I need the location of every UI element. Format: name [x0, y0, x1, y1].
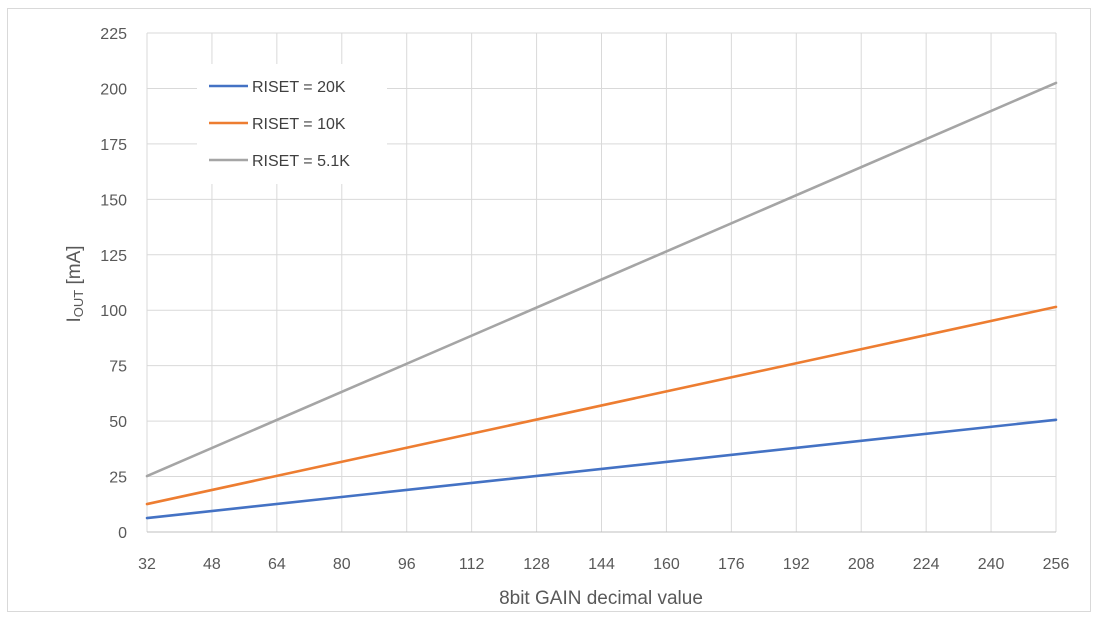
- x-tick-label: 128: [523, 556, 550, 573]
- legend-label-3: RISET = 5.1K: [252, 153, 350, 170]
- y-tick-label: 200: [100, 81, 127, 98]
- x-tick-label: 256: [1043, 556, 1070, 573]
- y-tick-label: 50: [109, 414, 127, 431]
- y-tick-label: 225: [100, 26, 127, 43]
- y-axis-title-subscript: OUT: [71, 290, 86, 318]
- x-tick-label: 240: [978, 556, 1005, 573]
- series-lines: [145, 81, 1058, 520]
- legend: RISET = 20K RISET = 10K RISET = 5.1K: [197, 64, 387, 184]
- y-tick-label: 75: [109, 359, 127, 376]
- y-tick-label: 175: [100, 137, 127, 154]
- x-tick-label: 224: [913, 556, 940, 573]
- x-tick-label: 96: [398, 556, 416, 573]
- axes: 0 25 50 75 100 125 150 175 200 225 32 48 64 80 96 112 12…: [100, 26, 1069, 573]
- x-tick-label: 48: [203, 556, 221, 573]
- legend-label-2: RISET = 10K: [252, 116, 346, 133]
- grid: [146, 32, 1057, 532]
- y-axis-title: IOUT [mA]: [64, 245, 86, 322]
- series-line-3: [145, 81, 1058, 478]
- x-tick-label: 80: [333, 556, 351, 573]
- x-tick-label: 144: [588, 556, 615, 573]
- x-tick-label: 160: [653, 556, 680, 573]
- x-tick-label: 208: [848, 556, 875, 573]
- series-line-2: [145, 305, 1058, 506]
- x-axis-title: 8bit GAIN decimal value: [499, 588, 703, 609]
- x-tick-label: 112: [459, 556, 485, 573]
- y-tick-label: 100: [100, 303, 127, 320]
- y-tick-label: 25: [109, 470, 127, 487]
- y-tick-label: 150: [100, 192, 127, 209]
- x-tick-label: 64: [268, 556, 286, 573]
- y-axis-title-main: I: [64, 317, 85, 322]
- y-tick-label: 0: [118, 525, 127, 542]
- x-tick-label: 32: [138, 556, 156, 573]
- legend-label-1: RISET = 20K: [252, 79, 346, 96]
- y-tick-label: 125: [100, 248, 127, 265]
- series-line-1: [145, 418, 1058, 520]
- x-tick-label: 192: [783, 556, 810, 573]
- y-axis-title-unit: [mA]: [64, 245, 85, 289]
- x-tick-label: 176: [718, 556, 745, 573]
